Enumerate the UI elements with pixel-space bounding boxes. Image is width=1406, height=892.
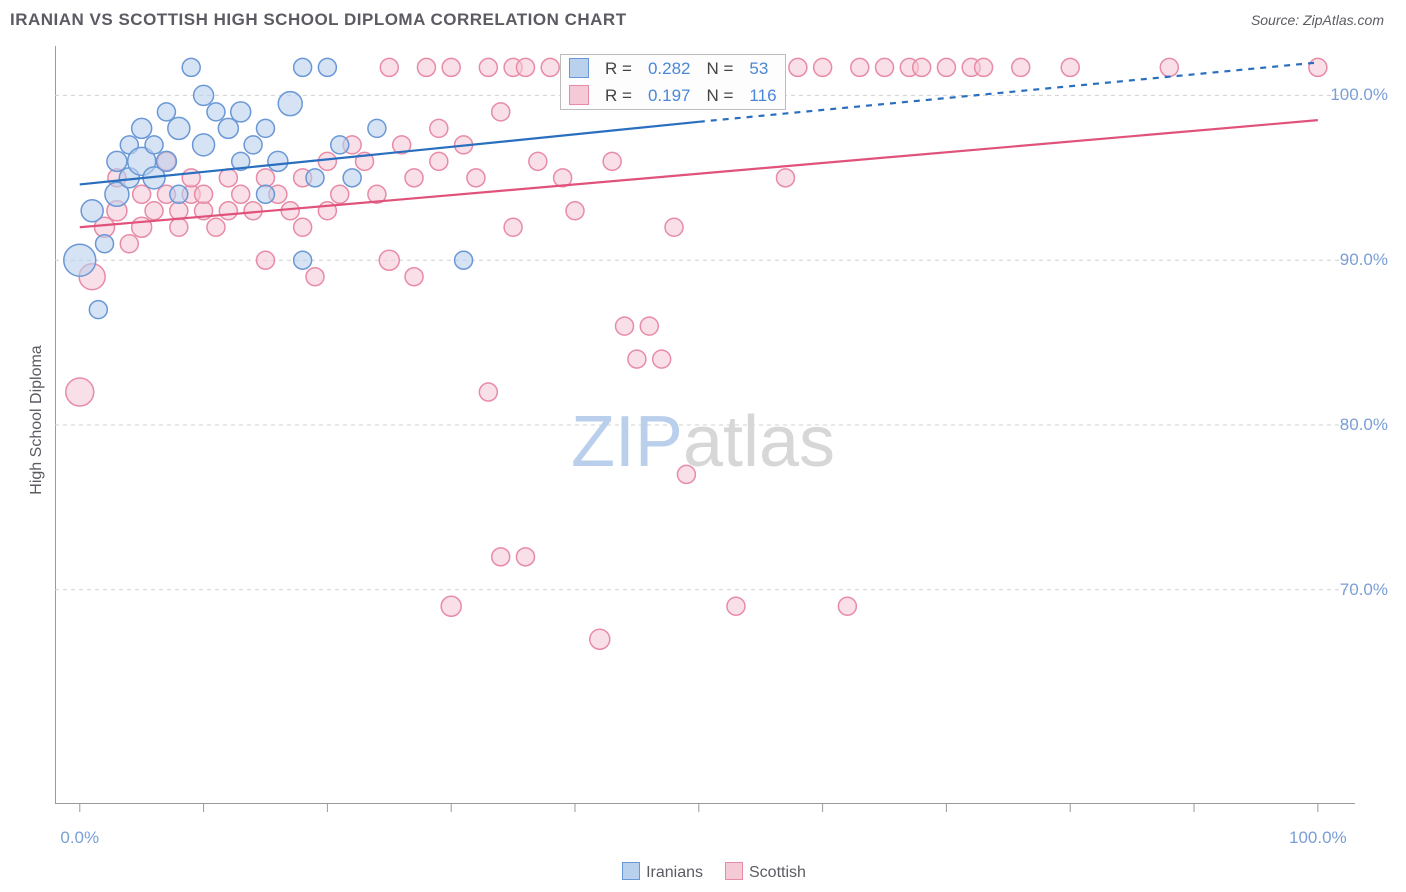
- y-tick-label: 90.0%: [1340, 250, 1388, 270]
- y-tick-label: 80.0%: [1340, 415, 1388, 435]
- y-axis-title: High School Diploma: [28, 345, 46, 494]
- scatter-plot-svg: [55, 46, 1355, 804]
- legend-swatch: [569, 58, 589, 78]
- legend-r-value: 0.197: [640, 82, 699, 109]
- correlation-legend-box: R =0.282N =53 R =0.197N =116: [560, 54, 786, 110]
- legend-n-value: 116: [741, 82, 784, 109]
- legend-swatch: [725, 862, 743, 880]
- y-tick-label: 100.0%: [1330, 85, 1388, 105]
- legend-swatch: [622, 862, 640, 880]
- chart-title: IRANIAN VS SCOTTISH HIGH SCHOOL DIPLOMA …: [10, 10, 627, 30]
- y-tick-label: 70.0%: [1340, 580, 1388, 600]
- x-tick-label: 100.0%: [1289, 828, 1347, 848]
- legend-r-label: R =: [597, 55, 640, 82]
- x-tick-label: 0.0%: [60, 828, 99, 848]
- chart-container: IRANIAN VS SCOTTISH HIGH SCHOOL DIPLOMA …: [0, 0, 1406, 892]
- legend-series-label: Iranians: [646, 864, 703, 881]
- legend-series-label: Scottish: [749, 864, 806, 881]
- legend-swatch: [569, 85, 589, 105]
- chart-source: Source: ZipAtlas.com: [1251, 12, 1384, 28]
- series-legend: Iranians Scottish: [0, 862, 1406, 882]
- legend-n-value: 53: [741, 55, 784, 82]
- legend-n-label: N =: [698, 82, 741, 109]
- legend-r-label: R =: [597, 82, 640, 109]
- legend-n-label: N =: [698, 55, 741, 82]
- legend-r-value: 0.282: [640, 55, 699, 82]
